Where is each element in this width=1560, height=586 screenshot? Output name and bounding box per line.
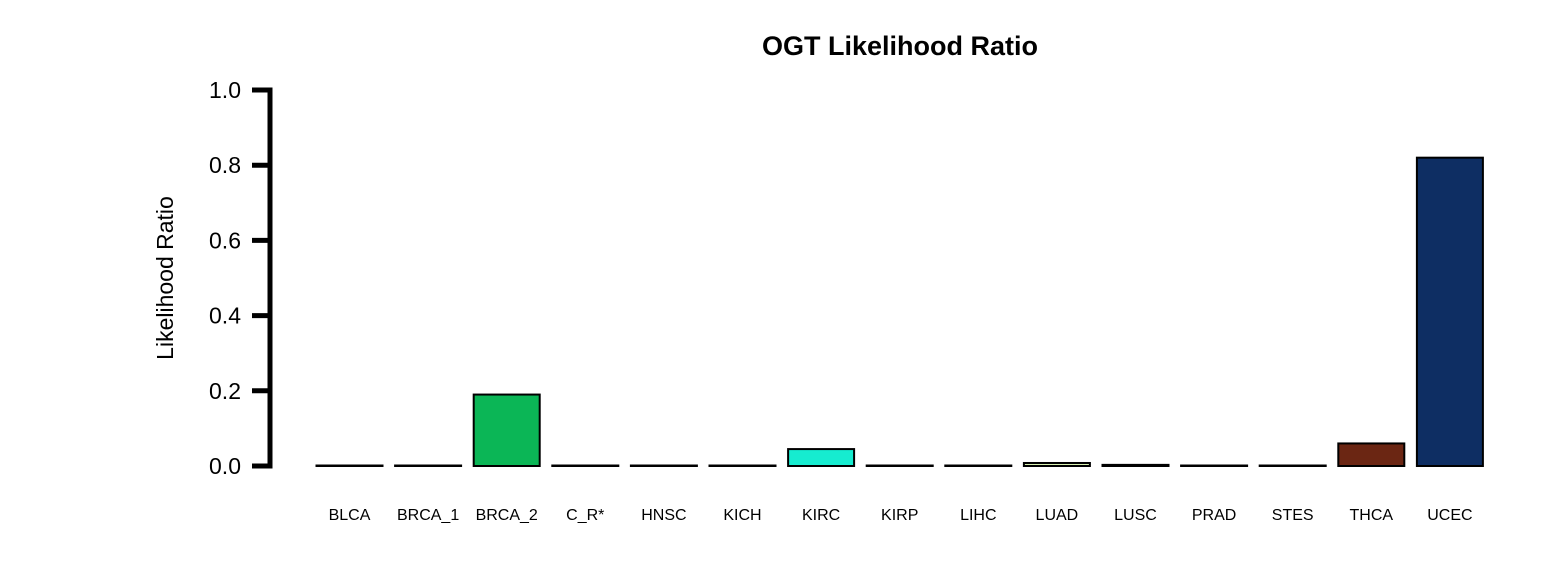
bar-kirc (787, 448, 856, 467)
bar-luad (1022, 461, 1091, 468)
bars (315, 156, 1484, 468)
y-tick-label: 1.0 (209, 77, 241, 103)
x-tick-label: LUAD (1036, 507, 1079, 524)
bar-brca-1 (394, 464, 463, 467)
y-tick-label: 0.8 (209, 152, 241, 178)
y-tick-label: 0.6 (209, 227, 241, 253)
y-tick-label: 0.0 (209, 453, 241, 479)
y-axis: 0.0 0.2 0.4 0.6 0.8 1.0 (209, 77, 273, 479)
bar-brca-2 (472, 393, 541, 467)
bar-thca (1337, 442, 1406, 468)
x-tick-label: KIRC (802, 507, 840, 524)
chart-title: OGT Likelihood Ratio (762, 31, 1038, 61)
bar-lihc (944, 464, 1013, 467)
bar-c-r- (551, 464, 620, 467)
x-tick-label: C_R* (566, 507, 604, 524)
x-tick-label: KIRP (881, 507, 918, 524)
x-tick-label: KICH (723, 507, 761, 524)
x-tick-label: STES (1272, 507, 1314, 524)
y-axis-label: Likelihood Ratio (152, 196, 178, 360)
bar-blca (315, 464, 384, 467)
x-axis-labels: BLCA BRCA_1 BRCA_2 C_R* HNSC KICH KIRC KIRP LIHC… (329, 507, 1473, 524)
y-tick-label: 0.4 (209, 303, 241, 329)
bar-stes (1258, 464, 1327, 467)
bar-ucec (1415, 156, 1484, 467)
x-tick-label: BRCA_2 (476, 507, 538, 524)
x-tick-label: BRCA_1 (397, 507, 459, 524)
x-tick-label: LIHC (960, 507, 996, 524)
x-tick-label: THCA (1350, 507, 1394, 524)
bar-kich (708, 464, 777, 467)
x-tick-label: BLCA (329, 507, 371, 524)
x-tick-label: LUSC (1114, 507, 1157, 524)
bar-kirp (865, 464, 934, 467)
x-tick-label: PRAD (1192, 507, 1236, 524)
bar-lusc (1101, 463, 1170, 468)
x-tick-label: UCEC (1427, 507, 1472, 524)
x-tick-label: HNSC (641, 507, 686, 524)
y-tick-label: 0.2 (209, 378, 241, 404)
bar-hnsc (629, 464, 698, 467)
bar-prad (1180, 464, 1249, 467)
